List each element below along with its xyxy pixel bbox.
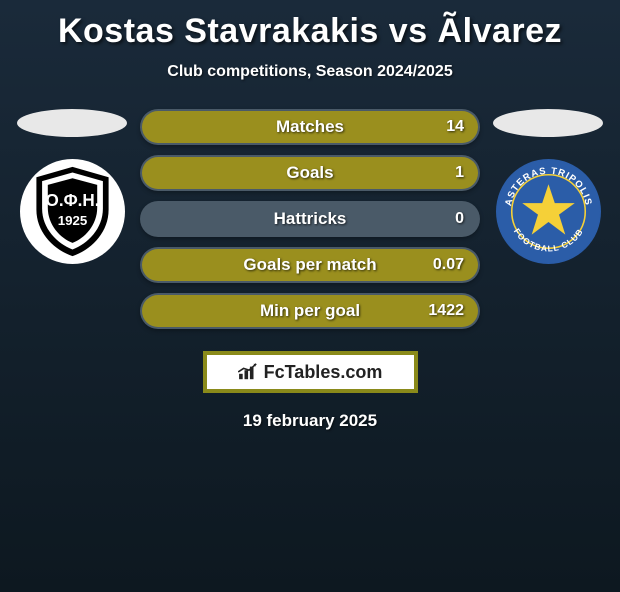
stat-bar: Matches 14 bbox=[140, 109, 480, 145]
stat-label: Goals bbox=[286, 163, 333, 183]
stat-bar: Min per goal 1422 bbox=[140, 293, 480, 329]
right-player-avatar-placeholder bbox=[493, 109, 603, 137]
left-player-column: Ο.Φ.Η. 1925 bbox=[12, 109, 132, 264]
bar-chart-icon bbox=[238, 363, 260, 381]
left-player-avatar-placeholder bbox=[17, 109, 127, 137]
right-player-column: ASTERAS TRIPOLIS FOOTBALL CLUB bbox=[488, 109, 608, 264]
brand-box[interactable]: FcTables.com bbox=[203, 351, 418, 393]
brand-text: FcTables.com bbox=[264, 362, 383, 383]
stat-value-right: 1 bbox=[455, 164, 464, 182]
stat-label: Goals per match bbox=[243, 255, 376, 275]
stat-bar: Goals 1 bbox=[140, 155, 480, 191]
stat-bar: Hattricks 0 bbox=[140, 201, 480, 237]
stat-value-right: 1422 bbox=[428, 302, 464, 320]
ofi-year: 1925 bbox=[57, 213, 87, 228]
page-subtitle: Club competitions, Season 2024/2025 bbox=[0, 63, 620, 81]
stat-label: Min per goal bbox=[260, 301, 360, 321]
asteras-badge-icon: ASTERAS TRIPOLIS FOOTBALL CLUB bbox=[496, 159, 601, 264]
stat-value-right: 0 bbox=[455, 210, 464, 228]
stat-value-right: 0.07 bbox=[433, 256, 464, 274]
stat-value-right: 14 bbox=[446, 118, 464, 136]
stat-label: Hattricks bbox=[274, 209, 347, 229]
svg-text:Ο.Φ.Η.: Ο.Φ.Η. bbox=[45, 191, 99, 210]
stat-bar: Goals per match 0.07 bbox=[140, 247, 480, 283]
page-title: Kostas Stavrakakis vs Ãlvarez bbox=[0, 12, 620, 51]
right-club-badge: ASTERAS TRIPOLIS FOOTBALL CLUB bbox=[496, 159, 601, 264]
ofi-badge-icon: Ο.Φ.Η. 1925 bbox=[25, 164, 120, 259]
comparison-area: Ο.Φ.Η. 1925 Matches 14 Goals 1 Hattricks 0 Goa… bbox=[0, 109, 620, 329]
footer-date: 19 february 2025 bbox=[0, 411, 620, 431]
stat-label: Matches bbox=[276, 117, 344, 137]
stats-column: Matches 14 Goals 1 Hattricks 0 Goals per match… bbox=[140, 109, 480, 329]
left-club-badge: Ο.Φ.Η. 1925 bbox=[20, 159, 125, 264]
